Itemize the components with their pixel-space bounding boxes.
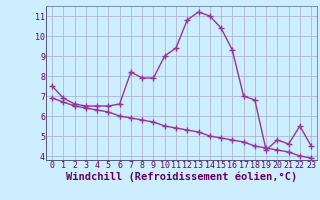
X-axis label: Windchill (Refroidissement éolien,°C): Windchill (Refroidissement éolien,°C) — [66, 172, 297, 182]
